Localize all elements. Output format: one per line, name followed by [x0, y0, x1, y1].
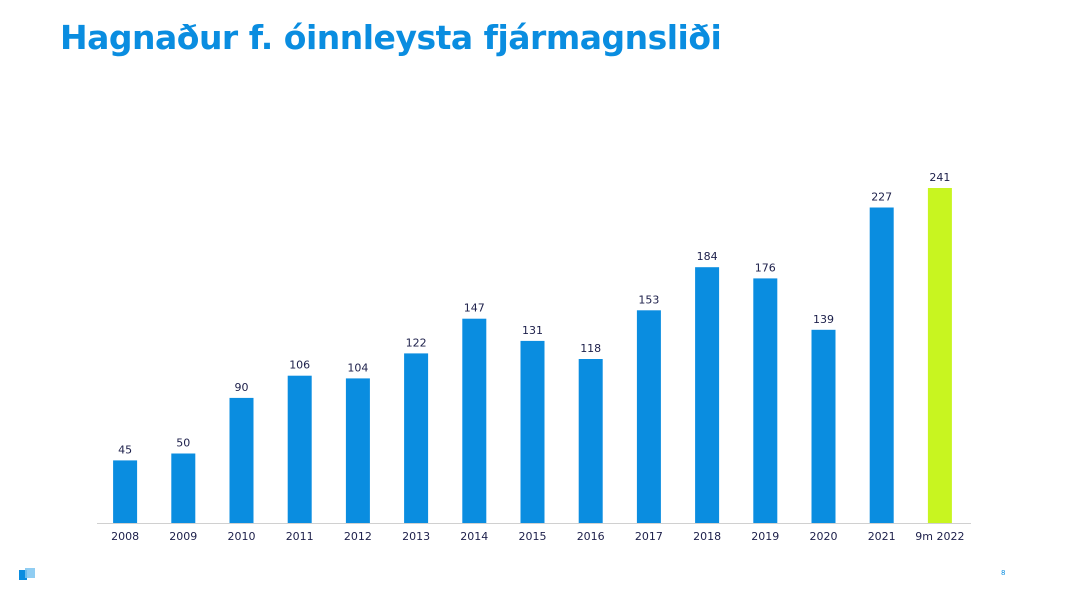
bar-2020: [811, 329, 836, 523]
x-tick-label-2019: 2019: [751, 530, 779, 543]
bar-2012: [345, 378, 370, 523]
value-label-2017: 153: [638, 293, 659, 306]
bars-group: [113, 188, 952, 523]
value-label-9m-2022: 241: [929, 171, 950, 184]
company-logo-icon: [19, 568, 35, 580]
bar-2017: [636, 310, 661, 523]
bar-2016: [578, 359, 603, 523]
x-tick-label-2018: 2018: [693, 530, 721, 543]
bar-2010: [229, 397, 254, 523]
x-tick-label-2013: 2013: [402, 530, 430, 543]
bar-9m-2022: [927, 188, 952, 523]
value-label-2010: 90: [235, 381, 249, 394]
value-label-2018: 184: [697, 250, 718, 263]
value-label-2011: 106: [289, 359, 310, 372]
value-labels-group: 45 50 90 106 104 122 147 131 118 153 184 176 139 227 2…: [118, 171, 950, 456]
x-tick-label-2008: 2008: [111, 530, 139, 543]
value-label-2021: 227: [871, 191, 892, 204]
x-tick-label-9m-2022: 9m 2022: [915, 530, 964, 543]
value-label-2019: 176: [755, 261, 776, 274]
x-tick-label-2014: 2014: [460, 530, 488, 543]
value-label-2009: 50: [176, 437, 190, 450]
page-number: 8: [1001, 569, 1006, 577]
bar-2013: [404, 353, 429, 523]
x-tick-label-2016: 2016: [577, 530, 605, 543]
x-tick-label-2011: 2011: [286, 530, 314, 543]
bar-2009: [171, 453, 196, 523]
bar-2021: [869, 207, 894, 523]
x-tick-label-2015: 2015: [519, 530, 547, 543]
x-tick-labels-group: 2008 2009 2010 2011 2012 2013 2014 2015 2016 2017…: [111, 530, 964, 543]
x-tick-label-2009: 2009: [169, 530, 197, 543]
bar-2019: [753, 278, 778, 523]
x-tick-label-2020: 2020: [810, 530, 838, 543]
value-label-2016: 118: [580, 342, 601, 355]
bar-2018: [695, 267, 720, 523]
value-label-2014: 147: [464, 302, 485, 315]
bar-2008: [113, 460, 138, 523]
page-title: Hagnaður f. óinnleysta fjármagnsliði: [60, 18, 722, 57]
x-tick-label-2017: 2017: [635, 530, 663, 543]
x-tick-label-2010: 2010: [228, 530, 256, 543]
x-tick-label-2021: 2021: [868, 530, 896, 543]
bar-2011: [287, 375, 312, 523]
value-label-2013: 122: [406, 336, 427, 349]
x-tick-label-2012: 2012: [344, 530, 372, 543]
value-label-2008: 45: [118, 443, 132, 456]
bar-2015: [520, 340, 545, 523]
value-label-2012: 104: [347, 361, 368, 374]
bar-2014: [462, 318, 487, 523]
value-label-2015: 131: [522, 324, 543, 337]
value-label-2020: 139: [813, 313, 834, 326]
